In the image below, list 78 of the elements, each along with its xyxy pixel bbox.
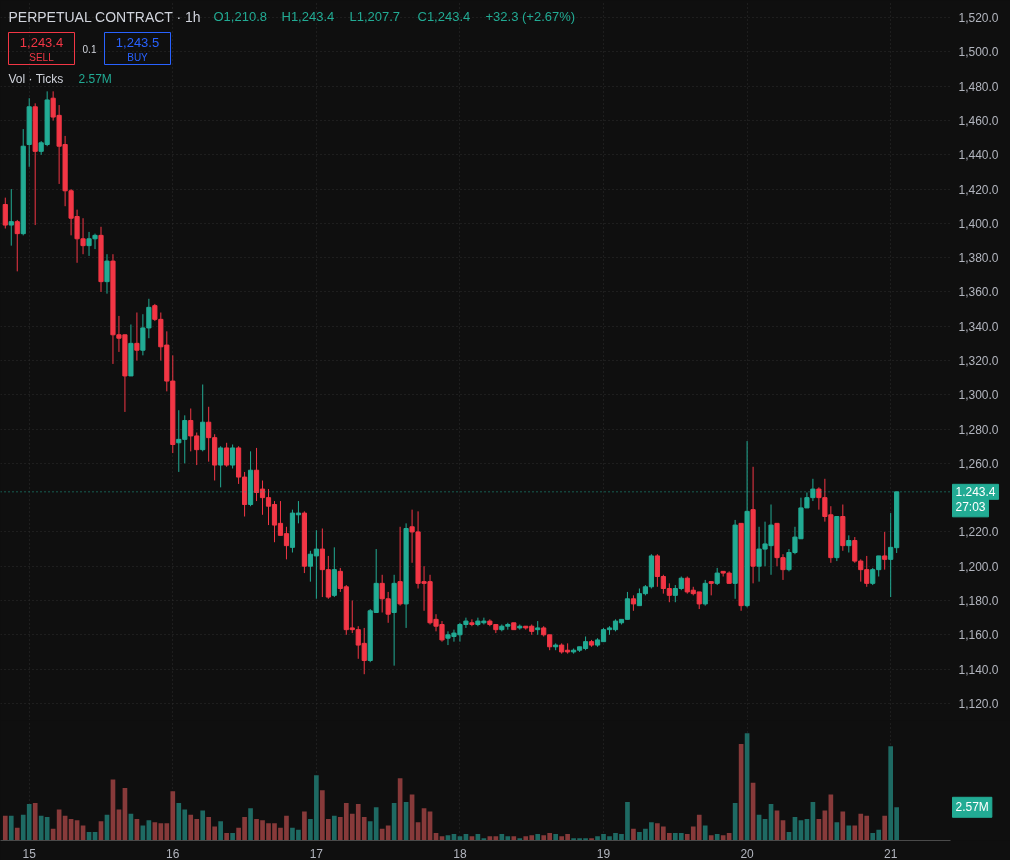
annotation: O1,210.8 <box>213 9 267 24</box>
y-tick-label: 1,180.0 <box>958 594 999 608</box>
annotation: BUY <box>127 52 149 63</box>
annotation: 2.57M <box>78 71 112 86</box>
y-tick-label: 1,300.0 <box>958 388 999 403</box>
x-tick-label: 17 <box>309 846 324 861</box>
y-tick-label: 1,200.0 <box>958 559 999 574</box>
x-tick-label: 20 <box>740 846 755 861</box>
bar <box>248 808 253 841</box>
annotation: 1,243.5 <box>115 35 160 50</box>
candlestick <box>104 253 110 295</box>
bar <box>218 821 223 841</box>
y-tick-label: 1,460.0 <box>958 114 999 128</box>
y-tick-label: 1,140.0 <box>958 662 999 677</box>
annotation: 1,243.4 <box>19 35 64 50</box>
y-tick-label: 1,280.0 <box>958 422 999 437</box>
bar <box>331 815 337 841</box>
text: PERPETUAL CONTRACT · 1h <box>8 8 201 25</box>
bar <box>708 835 714 841</box>
bar <box>2 815 8 841</box>
candlestick <box>2 197 8 229</box>
candlestick <box>134 312 140 361</box>
annotation: Vol · Ticks <box>8 71 64 86</box>
text: 2.57M <box>955 800 989 815</box>
bar <box>846 825 852 841</box>
x-tick-label: 15 <box>22 846 37 861</box>
bar <box>224 833 229 841</box>
annotation: L1,207.7 <box>349 9 401 24</box>
candlestick <box>8 188 14 247</box>
bar <box>200 810 206 841</box>
y-tick-label: 1,260.0 <box>958 456 999 471</box>
annotation: 0.1 <box>82 43 97 55</box>
bar <box>840 811 846 841</box>
candlestick <box>469 618 475 627</box>
bar <box>230 833 235 841</box>
y-tick-label: 1,420.0 <box>958 182 999 197</box>
bar <box>302 811 307 841</box>
annotation: SELL <box>29 52 55 63</box>
bar <box>517 838 523 841</box>
candlestick <box>702 579 708 607</box>
y-tick-label: 1,440.0 <box>958 148 999 163</box>
bar <box>511 836 517 841</box>
annotation: C1,243.4 <box>417 9 471 24</box>
x-tick-label: 18 <box>453 846 467 861</box>
y-tick-label: 1,500.0 <box>958 45 999 60</box>
y-tick-label: 1,480.0 <box>958 79 999 94</box>
y-tick-label: 1,400.0 <box>958 216 999 231</box>
y-tick-label: 1,380.0 <box>958 251 999 266</box>
candlestick <box>882 531 888 571</box>
y-tick-label: 1,520.0 <box>958 11 999 26</box>
bar <box>631 828 636 841</box>
bar <box>589 838 594 841</box>
bar <box>714 834 720 841</box>
y-tick-label: 1,340.0 <box>958 319 999 334</box>
candlestick <box>224 442 230 468</box>
bar <box>702 825 708 841</box>
y-tick-label: 1,160.0 <box>958 628 999 643</box>
candlestick <box>230 444 236 469</box>
x-tick-label: 16 <box>166 846 180 861</box>
bar <box>553 834 558 841</box>
text: 27:03 <box>955 499 986 514</box>
bar <box>882 815 888 841</box>
x-tick-label: 21 <box>884 846 898 861</box>
annotation: H1,243.4 <box>281 9 335 24</box>
bar <box>8 815 14 841</box>
y-tick-label: 1,360.0 <box>958 285 999 300</box>
bar <box>14 827 20 841</box>
bar <box>32 803 38 841</box>
y-tick-label: 1,120.0 <box>958 696 999 711</box>
y-tick-label: 1,220.0 <box>958 525 999 540</box>
candlestick <box>218 445 224 488</box>
candlestick <box>397 526 403 607</box>
y-tick-label: 1,320.0 <box>958 354 999 368</box>
candlestick <box>14 219 20 272</box>
bar <box>535 834 541 841</box>
ref-line-label: 1,243.4 <box>955 485 996 500</box>
x-tick-label: 19 <box>596 846 611 861</box>
annotation: +32.3 (+2.67%) <box>485 9 576 24</box>
